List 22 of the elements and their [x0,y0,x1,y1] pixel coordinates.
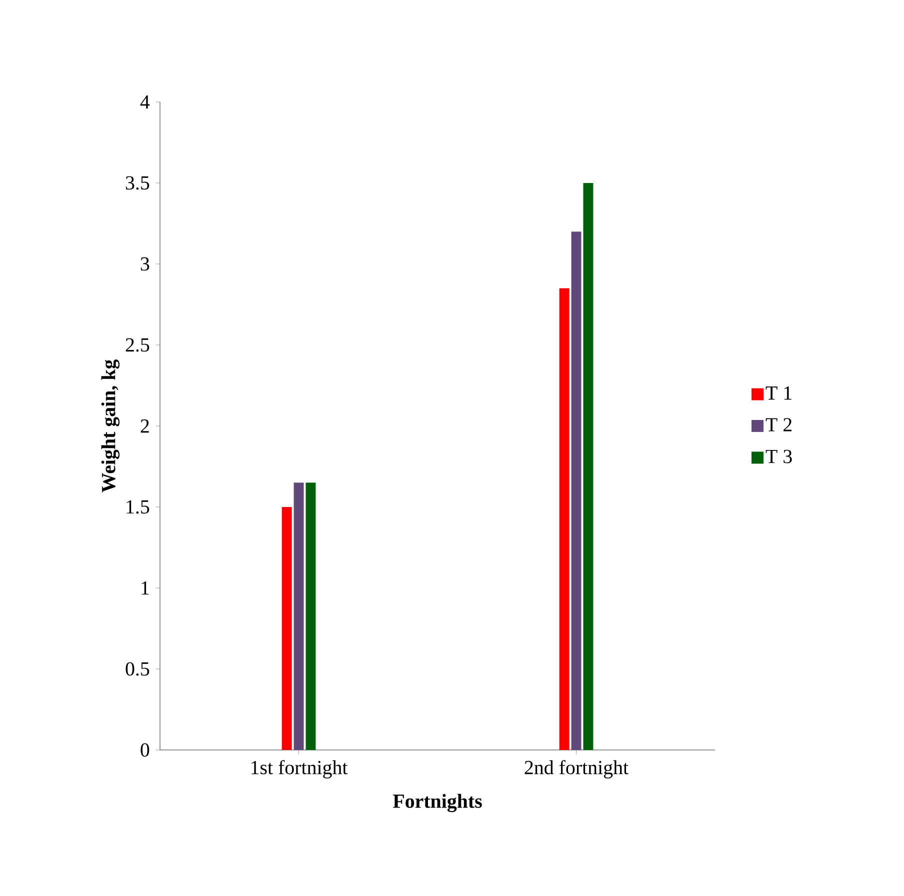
legend-label: T 2 [766,418,792,432]
bar [583,182,594,750]
bar [559,288,570,750]
y-tick-label: 2.5 [126,338,150,352]
bar [306,482,316,750]
bar [282,506,292,750]
legend-label: T 1 [766,386,792,400]
x-axis-title: Fortnights [393,794,482,812]
x-tick-label: 1st fortnight [252,760,348,778]
y-tick-label: 1.5 [126,500,150,514]
y-axis-title: Weight gain, kg [101,359,120,492]
x-tick-label: 2nd fortnight [524,760,628,778]
y-tick-label: 2 [140,419,149,433]
y-tick-label: 0.5 [126,662,150,676]
y-tick-label: 4 [140,95,150,109]
y-tick-label: 1 [142,581,149,595]
bar [294,482,304,750]
y-tick-label: 3 [140,257,150,271]
y-tick-label: 3.5 [126,176,150,190]
legend-label: T 3 [766,450,792,464]
y-tick-label: 0 [140,743,150,757]
bar [571,232,582,750]
